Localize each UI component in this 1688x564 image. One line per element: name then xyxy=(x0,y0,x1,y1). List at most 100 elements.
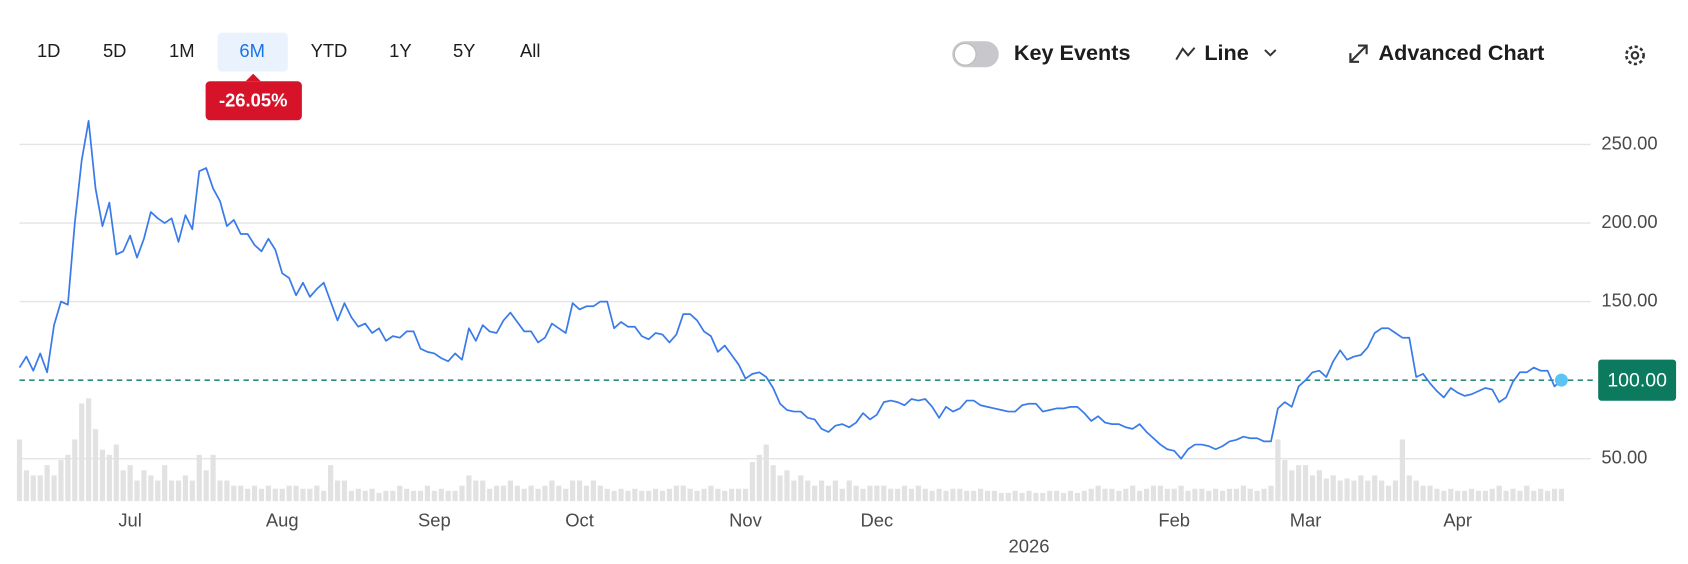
volume-bar xyxy=(998,492,1004,502)
badge-pointer xyxy=(245,73,261,82)
volume-bar xyxy=(58,459,64,502)
volume-bar xyxy=(708,485,714,502)
range-button[interactable]: 1M xyxy=(169,40,195,61)
volume-bar xyxy=(203,470,209,502)
volume-bar xyxy=(321,490,327,502)
volume-bar xyxy=(1164,488,1170,502)
advanced-chart-label[interactable]: Advanced Chart xyxy=(1379,40,1545,65)
volume-bar xyxy=(1413,480,1419,502)
volume-bar xyxy=(798,475,804,502)
range-button[interactable]: 1D xyxy=(37,40,61,61)
range-button[interactable]: 5D xyxy=(103,40,127,61)
volume-bar xyxy=(16,439,23,502)
volume-bar xyxy=(1095,485,1101,502)
volume-bar xyxy=(334,480,341,502)
volume-bar xyxy=(639,490,645,502)
volume-bar xyxy=(1302,465,1309,502)
volume-bar xyxy=(653,488,659,502)
volume-bar xyxy=(936,488,942,502)
volume-bar xyxy=(1157,485,1163,502)
volume-bar xyxy=(1219,490,1226,502)
volume-bar xyxy=(715,488,721,502)
last-price-badge xyxy=(1598,359,1677,401)
volume-bar xyxy=(487,488,493,502)
x-tick-label: Feb xyxy=(1158,510,1190,531)
volume-bar xyxy=(1282,459,1288,502)
volume-bar xyxy=(542,485,548,502)
volume-bar xyxy=(189,480,195,502)
volume-bar xyxy=(148,475,154,502)
range-button[interactable]: 1Y xyxy=(389,40,411,61)
volume-bar xyxy=(127,465,133,502)
volume-bar xyxy=(1247,488,1253,502)
key-events-label[interactable]: Key Events xyxy=(1014,40,1131,65)
volume-bar xyxy=(265,485,271,502)
volume-bar xyxy=(1130,485,1136,502)
volume-bar xyxy=(397,485,403,502)
x-tick-label: Jul xyxy=(118,510,142,531)
volume-bar xyxy=(950,488,956,502)
volume-bar xyxy=(1496,485,1502,502)
volume-bar xyxy=(742,488,749,502)
volume-bar xyxy=(1475,490,1482,502)
volume-bar xyxy=(86,398,92,502)
volume-bar xyxy=(1296,465,1302,502)
y-tick-label: 50.00 xyxy=(1601,447,1647,468)
volume-bar xyxy=(272,488,278,502)
volume-bar xyxy=(1385,485,1392,502)
volume-bar xyxy=(964,490,970,502)
volume-bar xyxy=(113,444,119,502)
volume-bar xyxy=(1123,488,1129,502)
volume-bar xyxy=(943,490,949,502)
volume-bar xyxy=(1392,480,1399,502)
volume-bar xyxy=(1503,490,1509,502)
range-button[interactable]: YTD xyxy=(311,40,348,61)
volume-bar xyxy=(1344,478,1350,502)
range-button[interactable]: 6M xyxy=(239,40,265,61)
range-button[interactable]: 5Y xyxy=(453,40,475,61)
volume-bar xyxy=(438,488,444,502)
volume-bar xyxy=(722,490,728,502)
volume-bar xyxy=(853,485,859,502)
toggle-knob xyxy=(953,42,977,66)
volume-bar xyxy=(867,485,873,502)
price-line xyxy=(18,120,1562,460)
volume-bar xyxy=(196,454,202,502)
range-button[interactable]: All xyxy=(520,40,540,61)
settings-icon[interactable] xyxy=(1625,45,1645,66)
volume-bar xyxy=(182,475,189,502)
x-tick-label: Nov xyxy=(729,510,762,531)
volume-bar xyxy=(1213,488,1219,502)
volume-bar xyxy=(1399,439,1405,502)
volume-bar xyxy=(134,480,140,502)
volume-bar xyxy=(984,490,991,502)
chart-style-label[interactable]: Line xyxy=(1204,40,1248,65)
volume-bar xyxy=(839,488,845,502)
volume-bar xyxy=(611,490,617,502)
volume-bar xyxy=(1185,490,1191,502)
volume-bar xyxy=(1427,485,1433,502)
volume-bar xyxy=(977,488,984,502)
volume-bar xyxy=(1316,470,1322,502)
volume-bar xyxy=(307,488,313,502)
volume-bar xyxy=(1143,488,1150,502)
volume-bar xyxy=(1441,490,1447,502)
volume-bar xyxy=(1268,485,1274,502)
volume-bar xyxy=(832,480,838,502)
key-events-toggle[interactable] xyxy=(952,41,999,68)
volume-bar xyxy=(1558,488,1564,502)
volume-bar xyxy=(500,485,507,502)
volume-bar xyxy=(528,485,534,502)
volume-bar xyxy=(687,488,693,502)
volume-bar xyxy=(874,485,880,502)
gear-teeth xyxy=(1625,45,1645,66)
volume-bar xyxy=(341,480,348,502)
line-icon xyxy=(1175,47,1196,61)
volume-bar xyxy=(376,492,382,502)
volume-bar xyxy=(279,488,285,502)
volume-bar xyxy=(424,485,431,502)
volume-bar xyxy=(694,490,700,502)
volume-bar xyxy=(383,490,389,502)
volume-bar xyxy=(411,490,417,502)
volume-bar xyxy=(1026,490,1032,502)
